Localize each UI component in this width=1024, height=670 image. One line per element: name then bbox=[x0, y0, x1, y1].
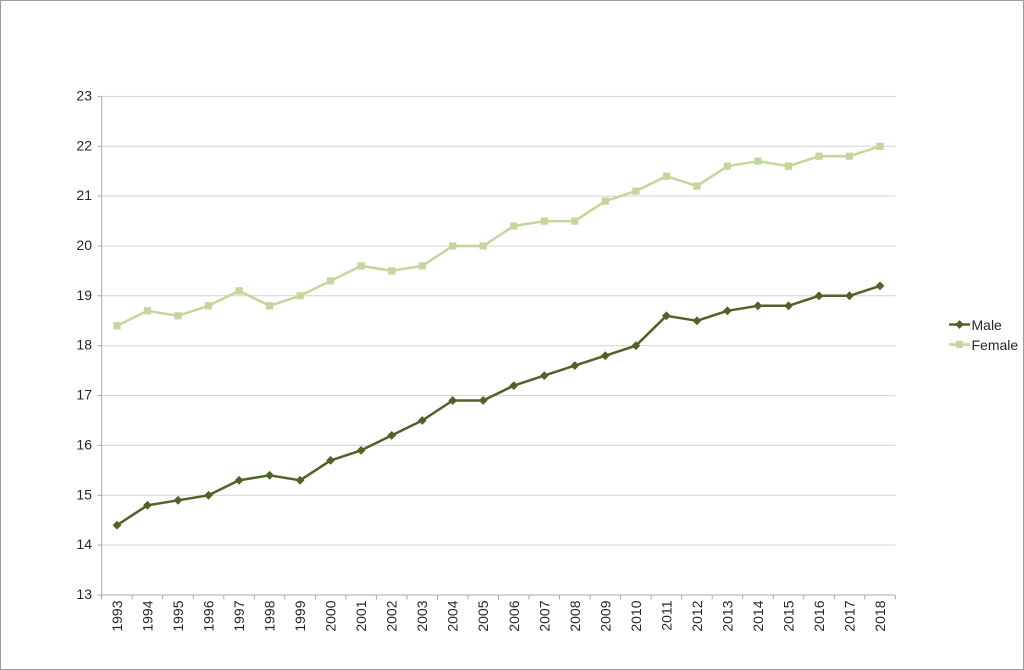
svg-text:1999: 1999 bbox=[292, 600, 308, 631]
svg-text:2017: 2017 bbox=[842, 600, 858, 631]
svg-text:2011: 2011 bbox=[658, 600, 674, 630]
svg-text:23: 23 bbox=[76, 87, 92, 103]
svg-text:2013: 2013 bbox=[719, 600, 735, 631]
svg-text:2016: 2016 bbox=[811, 600, 827, 631]
svg-text:2018: 2018 bbox=[872, 600, 888, 631]
svg-text:2009: 2009 bbox=[597, 600, 613, 631]
svg-text:Female: Female bbox=[972, 337, 1019, 353]
svg-text:17: 17 bbox=[76, 387, 92, 403]
svg-text:13: 13 bbox=[76, 586, 92, 602]
svg-text:2012: 2012 bbox=[689, 600, 705, 631]
svg-text:19: 19 bbox=[76, 287, 92, 303]
svg-text:2006: 2006 bbox=[506, 600, 522, 631]
svg-text:2010: 2010 bbox=[628, 600, 644, 631]
svg-text:1995: 1995 bbox=[170, 600, 186, 631]
svg-text:1994: 1994 bbox=[140, 600, 156, 631]
svg-text:2014: 2014 bbox=[750, 600, 766, 631]
svg-text:21: 21 bbox=[76, 187, 92, 203]
svg-text:1997: 1997 bbox=[231, 600, 247, 631]
svg-text:Male: Male bbox=[972, 317, 1003, 333]
svg-text:14: 14 bbox=[76, 536, 92, 552]
svg-text:18: 18 bbox=[76, 337, 92, 353]
svg-text:16: 16 bbox=[76, 436, 92, 452]
svg-text:2000: 2000 bbox=[323, 600, 339, 631]
svg-text:2015: 2015 bbox=[781, 600, 797, 631]
svg-text:2005: 2005 bbox=[475, 600, 491, 631]
svg-text:22: 22 bbox=[76, 137, 92, 153]
svg-text:2001: 2001 bbox=[353, 600, 369, 631]
svg-text:1996: 1996 bbox=[201, 600, 217, 631]
svg-text:2004: 2004 bbox=[445, 600, 461, 631]
svg-text:1998: 1998 bbox=[262, 600, 278, 631]
svg-text:2007: 2007 bbox=[536, 600, 552, 631]
svg-text:2008: 2008 bbox=[567, 600, 583, 631]
svg-text:1993: 1993 bbox=[109, 600, 125, 631]
svg-text:15: 15 bbox=[76, 486, 92, 502]
svg-text:20: 20 bbox=[76, 237, 92, 253]
svg-text:2003: 2003 bbox=[414, 600, 430, 631]
svg-text:2002: 2002 bbox=[384, 600, 400, 631]
